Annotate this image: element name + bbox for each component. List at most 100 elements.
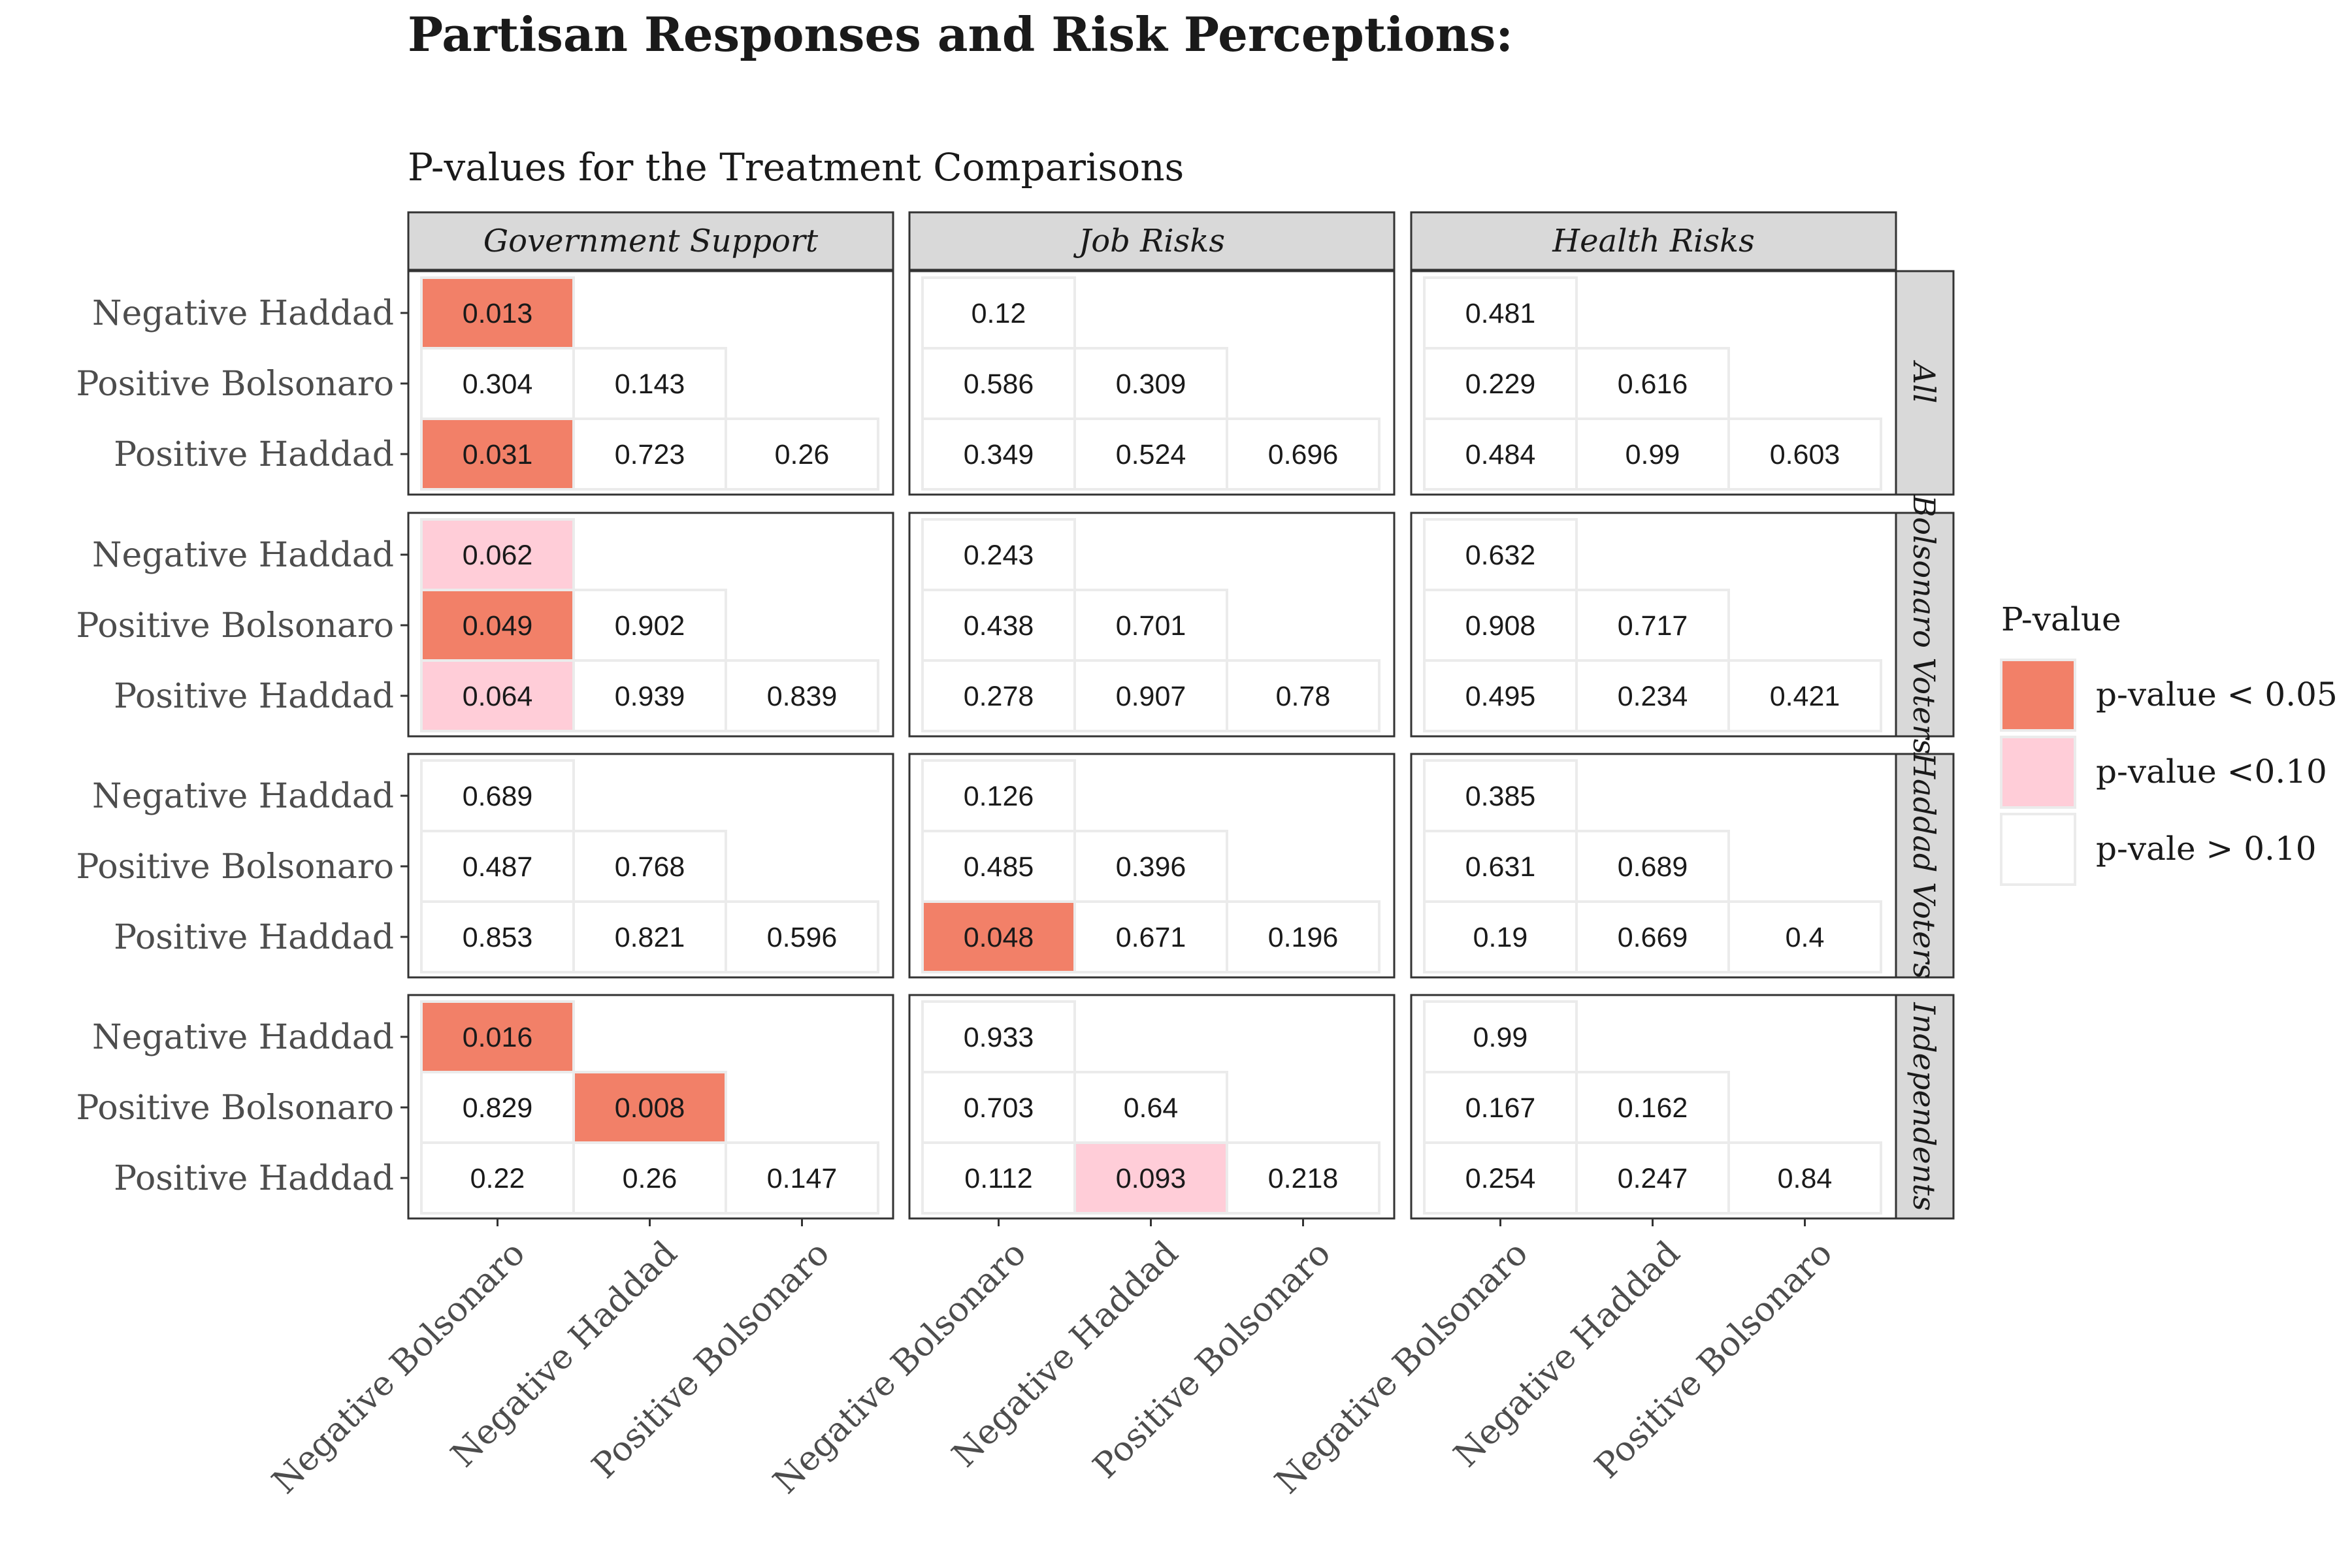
cell-value-label: 0.304 <box>463 368 533 400</box>
heatmap-cell <box>921 830 1076 903</box>
y-tick-label: Negative Haddad <box>92 1018 394 1057</box>
cell-value-label: 0.062 <box>463 540 533 571</box>
heatmap-cell <box>921 276 1076 350</box>
y-tick-label: Positive Bolsonaro <box>76 847 394 887</box>
cell-value-label: 0.218 <box>1268 1163 1339 1194</box>
heatmap-cell <box>921 1141 1076 1215</box>
cell-value-label: 0.933 <box>964 1022 1034 1053</box>
cell-value-label: 0.126 <box>964 781 1034 812</box>
cell-value-label: 0.162 <box>1618 1092 1688 1124</box>
legend-key <box>2000 813 2076 886</box>
heatmap-cell <box>1423 830 1578 903</box>
legend-label: p-vale > 0.10 <box>2096 830 2317 868</box>
cell-value-label: 0.586 <box>964 368 1034 400</box>
cell-value-label: 0.008 <box>615 1092 685 1124</box>
cell-value-label: 0.603 <box>1770 439 1840 470</box>
panel-haddad-voters-government-support: 0.689 0.487 0.768 0.853 0.821 0.596 <box>407 753 894 979</box>
cell-value-label: 0.696 <box>1268 439 1339 470</box>
cell-value-label: 0.385 <box>1465 781 1536 812</box>
heatmap-cell <box>1423 589 1578 662</box>
column-strip-label: Government Support <box>483 223 819 259</box>
cell-value-label: 0.481 <box>1465 298 1536 329</box>
cell-value-label: 0.853 <box>463 922 533 953</box>
heatmap-cell <box>572 417 727 491</box>
cell-value-label: 0.064 <box>463 681 533 712</box>
heatmap-cell <box>921 659 1076 732</box>
cell-value-label: 0.631 <box>1465 851 1536 883</box>
cell-value-label: 0.902 <box>615 610 685 642</box>
cell-value-label: 0.016 <box>463 1022 533 1053</box>
heatmap-cell <box>1575 417 1730 491</box>
cell-value-label: 0.26 <box>623 1163 678 1194</box>
chart-title: Partisan Responses and Risk Perceptions: <box>408 7 1513 62</box>
cell-value-label: 0.031 <box>463 439 533 470</box>
heatmap-cell <box>572 1071 727 1144</box>
heatmap-cell <box>921 900 1076 973</box>
panel-bolsonaro-voters-job-risks: 0.243 0.438 0.701 0.278 0.907 0.78 <box>908 512 1396 738</box>
legend: P-value p-value < 0.05 p-value <0.10 p-val… <box>2000 600 2338 886</box>
cell-value-label: 0.247 <box>1618 1163 1688 1194</box>
heatmap-cell <box>1575 589 1730 662</box>
cell-value-label: 0.254 <box>1465 1163 1536 1194</box>
row-strip-all <box>1893 270 1955 496</box>
heatmap-cell <box>725 417 879 491</box>
cell-value-label: 0.147 <box>767 1163 838 1194</box>
cell-value-label: 0.013 <box>463 298 533 329</box>
cell-value-label: 0.908 <box>1465 610 1536 642</box>
cell-value-label: 0.19 <box>1473 922 1528 953</box>
panel-independents-health-risks: 0.99 0.167 0.162 0.254 0.247 0.84 <box>1410 994 1897 1220</box>
heatmap-cell <box>1423 1141 1578 1215</box>
cell-value-label: 0.196 <box>1268 922 1339 953</box>
heatmap-cell <box>1226 900 1380 973</box>
y-tick-label: Positive Bolsonaro <box>76 1088 394 1128</box>
y-tick-label: Positive Bolsonaro <box>76 365 394 404</box>
cell-value-label: 0.632 <box>1465 540 1536 571</box>
cell-value-label: 0.309 <box>1116 368 1186 400</box>
column-strip-label: Health Risks <box>1552 223 1755 259</box>
heatmap-cell <box>420 1141 575 1215</box>
heatmap-cell <box>420 417 575 491</box>
cell-value-label: 0.907 <box>1116 681 1186 712</box>
heatmap-cell <box>1423 900 1578 973</box>
row-strip-label: Independents <box>1906 1002 1942 1211</box>
y-tick-label: Positive Haddad <box>114 435 394 474</box>
heatmap-cell <box>921 518 1076 591</box>
column-strip-health-risks <box>1410 211 1897 271</box>
cell-value-label: 0.438 <box>964 610 1034 642</box>
cell-value-label: 0.689 <box>1618 851 1688 883</box>
heatmap-cell <box>921 347 1076 420</box>
heatmap-cell <box>420 518 575 591</box>
heatmap-cell <box>1226 417 1380 491</box>
heatmap-cell <box>572 659 727 732</box>
heatmap-cell <box>420 759 575 832</box>
panel-haddad-voters-job-risks: 0.126 0.485 0.396 0.048 0.671 0.196 <box>908 753 1396 979</box>
heatmap-cell <box>1073 417 1228 491</box>
cell-value-label: 0.669 <box>1618 922 1688 953</box>
heatmap-cell <box>1575 659 1730 732</box>
column-strip-government-support <box>407 211 894 271</box>
heatmap-cell <box>1073 900 1228 973</box>
panel-all-health-risks: 0.481 0.229 0.616 0.484 0.99 0.603 <box>1410 270 1897 496</box>
heatmap-cell <box>1727 1141 1882 1215</box>
cell-value-label: 0.524 <box>1116 439 1186 470</box>
legend-label: p-value <0.10 <box>2096 753 2327 791</box>
heatmap-cell <box>1423 1071 1578 1144</box>
heatmap-cell <box>1575 900 1730 973</box>
cell-value-label: 0.22 <box>470 1163 525 1194</box>
heatmap-cell <box>572 347 727 420</box>
heatmap-cell <box>1073 1071 1228 1144</box>
cell-value-label: 0.703 <box>964 1092 1034 1124</box>
heatmap-cell <box>1423 518 1578 591</box>
heatmap-cell <box>1575 830 1730 903</box>
heatmap-cell <box>725 900 879 973</box>
heatmap-cell <box>1073 347 1228 420</box>
y-tick-label: Negative Haddad <box>92 294 394 333</box>
heatmap-cell <box>1423 659 1578 732</box>
heatmap-cell <box>1226 659 1380 732</box>
cell-value-label: 0.167 <box>1465 1092 1536 1124</box>
cell-value-label: 0.234 <box>1618 681 1688 712</box>
cell-value-label: 0.99 <box>1473 1022 1528 1053</box>
heatmap-cell <box>1423 759 1578 832</box>
heatmap-cell <box>572 830 727 903</box>
cell-value-label: 0.829 <box>463 1092 533 1124</box>
